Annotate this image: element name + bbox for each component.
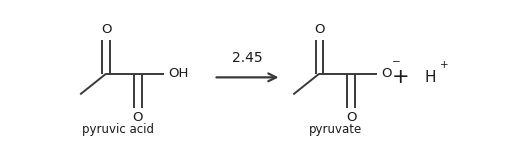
Text: +: + [440, 60, 449, 70]
Text: 2.45: 2.45 [232, 51, 263, 65]
Text: O: O [381, 67, 392, 80]
Text: O: O [133, 111, 143, 124]
Text: pyruvic acid: pyruvic acid [82, 123, 154, 136]
Text: −: − [392, 57, 400, 67]
Text: O: O [346, 111, 356, 124]
Text: OH: OH [168, 67, 188, 80]
Text: O: O [314, 23, 324, 36]
Text: O: O [101, 23, 112, 36]
Text: H: H [425, 70, 436, 85]
Text: +: + [392, 67, 410, 87]
Text: pyruvate: pyruvate [308, 123, 362, 136]
